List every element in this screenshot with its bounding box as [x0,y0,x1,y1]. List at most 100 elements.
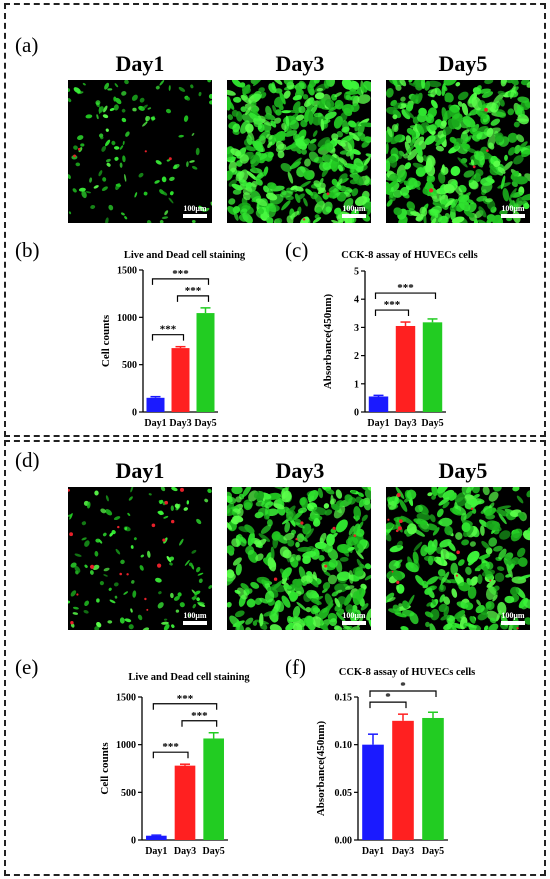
live-cell [386,106,398,115]
live-cell [458,582,471,592]
live-cell [444,199,455,208]
live-cell [509,586,520,596]
live-cell [263,185,269,193]
y-tick-label: 4 [354,295,359,306]
live-cell [283,80,294,86]
live-cell [179,602,185,608]
live-cell [295,114,305,122]
live-cell [330,532,338,539]
live-cell [523,599,530,609]
live-cell [505,573,512,578]
live-cell [271,531,281,541]
live-cell [485,601,495,610]
live-cell [347,546,355,551]
top-panel-frame [4,3,546,437]
significance-bracket [151,278,210,285]
live-cell [499,98,505,107]
live-cell [134,192,138,198]
live-cell [295,147,302,154]
live-cell [90,205,96,209]
live-cell [231,183,243,191]
live-cell [476,111,487,120]
live-cell [96,621,102,628]
live-cell [486,217,493,223]
live-cell [107,620,113,624]
live-cell [108,204,114,211]
live-cell [295,541,300,548]
chart-b-cell-counts: Live and Dead cell staining Cell counts 0 5… [95,248,260,429]
live-cell [266,216,274,223]
live-cell [241,86,251,94]
live-cell [476,131,489,140]
live-cell [95,538,101,543]
live-cell [405,144,415,155]
live-cell [397,169,407,182]
live-cell [256,491,265,503]
live-cell [245,106,252,116]
live-cell [253,140,263,151]
y-tick-label: 2 [354,351,359,362]
live-cell [472,123,480,133]
dead-cell [489,579,492,582]
live-cell [242,192,251,201]
live-cell [516,134,525,143]
live-cell [105,158,111,163]
live-cell [477,612,489,621]
significance-bracket [151,334,185,341]
live-cell [81,521,87,526]
live-cell [269,624,282,630]
x-tick-label: Day5 [203,846,225,857]
live-cell [272,104,277,114]
live-cell [498,513,507,525]
live-cell [305,606,312,613]
dead-cell [396,493,401,497]
y-tick-label: 0.15 [335,693,353,704]
live-cell [228,179,237,187]
live-cell [502,161,513,172]
live-cell [399,499,408,512]
live-cell [447,541,456,552]
live-cell [328,185,340,193]
live-cell [319,177,324,185]
live-cell [462,116,476,128]
live-cell [354,566,364,577]
live-cell [285,143,300,150]
panel-label-b: (b) [15,238,40,262]
day-label-bottom-2: Day3 [275,458,325,483]
live-cell [197,572,204,576]
live-cell [230,148,242,157]
live-cell [442,126,453,136]
live-cell [268,83,277,94]
live-cell [163,515,169,519]
y-axis-label: Absorbance(450nm) [322,294,334,390]
live-cell [460,143,470,150]
live-cell [415,575,425,586]
chart-title: CCK-8 assay of HUVECs cells [339,667,476,678]
live-cell [299,216,310,223]
live-cell [255,198,268,207]
live-cell [232,189,242,195]
live-cell [160,190,168,196]
live-cell [345,537,359,546]
live-cell [124,527,128,531]
bottom-panel-frame [4,440,546,876]
live-cell [304,528,314,540]
y-tick-label: 1500 [117,266,137,277]
live-cell [302,551,317,559]
live-cell [444,96,450,103]
live-cell [317,187,326,195]
live-cell [413,541,423,552]
live-cell [317,137,331,148]
significance-label: * [400,680,406,692]
live-cell [356,528,365,537]
live-cell [286,615,293,625]
dead-cell [295,538,298,541]
live-cell [334,603,343,612]
live-cell [123,526,131,532]
dead-cell [353,534,357,537]
live-cell [523,202,530,210]
live-cell [306,589,319,600]
live-cell [440,571,450,585]
live-cell [281,567,292,579]
live-cell [242,487,252,498]
